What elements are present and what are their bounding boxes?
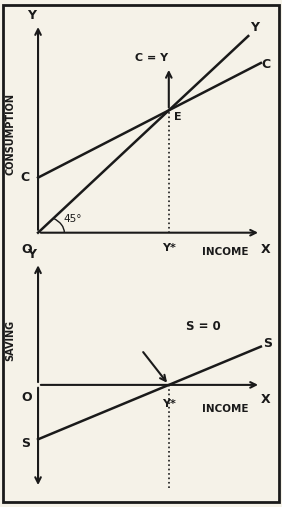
Text: X: X bbox=[260, 242, 270, 256]
Text: INCOME: INCOME bbox=[202, 247, 248, 258]
Text: S = 0: S = 0 bbox=[186, 320, 220, 333]
Text: INCOME: INCOME bbox=[202, 405, 248, 414]
Text: C = Y: C = Y bbox=[135, 53, 169, 63]
Text: S: S bbox=[263, 337, 272, 350]
Text: O: O bbox=[21, 242, 32, 256]
Text: O: O bbox=[21, 391, 32, 404]
Text: 45°: 45° bbox=[63, 214, 82, 224]
Text: Y*: Y* bbox=[162, 242, 176, 252]
Text: Y: Y bbox=[250, 21, 259, 34]
Text: C: C bbox=[261, 57, 270, 70]
Text: SAVING: SAVING bbox=[6, 319, 16, 361]
Text: S: S bbox=[21, 438, 30, 450]
Text: Y: Y bbox=[27, 247, 36, 261]
Text: Y*: Y* bbox=[162, 399, 176, 409]
Text: E: E bbox=[174, 113, 182, 122]
Text: Y: Y bbox=[27, 9, 36, 22]
Text: C: C bbox=[21, 171, 30, 184]
Text: CONSUMPTION: CONSUMPTION bbox=[6, 93, 16, 175]
Text: X: X bbox=[260, 392, 270, 406]
